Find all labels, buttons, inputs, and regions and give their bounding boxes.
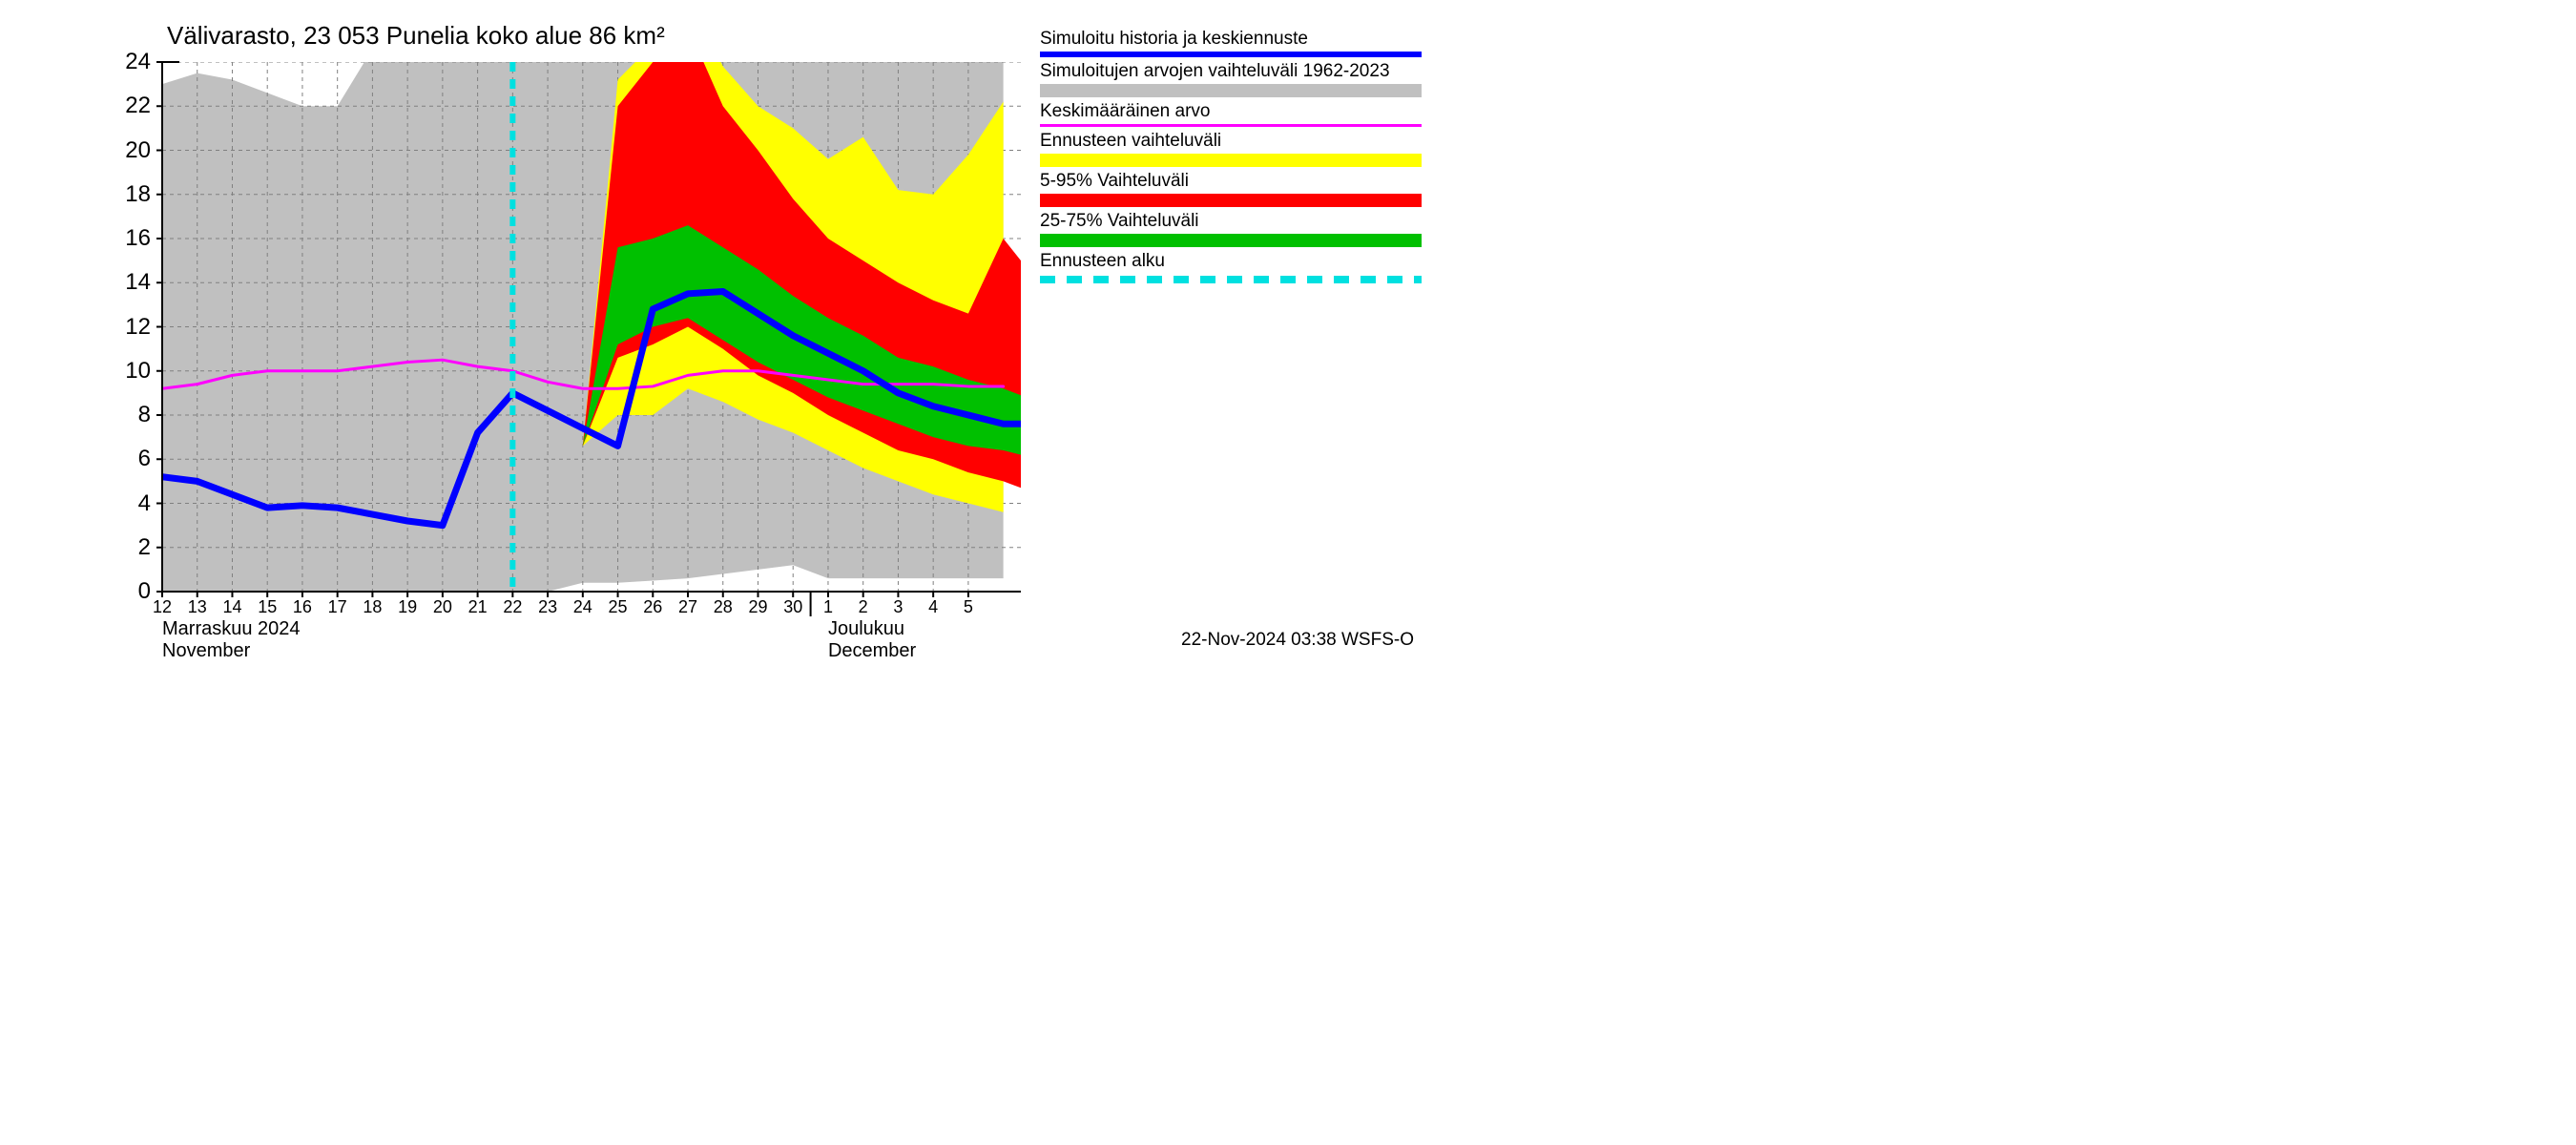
legend-fstart-label: Ennusteen alku (1040, 251, 1422, 272)
xtick: 1 (823, 597, 833, 617)
plot-svg (162, 62, 1021, 592)
xtick: 17 (328, 597, 347, 617)
ytick: 0 (138, 578, 151, 605)
legend-mid: 5-95% Vaihteluväli (1040, 171, 1422, 207)
legend-avg-swatch (1040, 124, 1422, 127)
xtick: 23 (538, 597, 557, 617)
xtick: 12 (153, 597, 172, 617)
legend-sim-swatch (1040, 52, 1422, 57)
xtick: 26 (643, 597, 662, 617)
legend-hist-swatch (1040, 84, 1422, 97)
ytick: 14 (125, 269, 151, 296)
xtick: 2 (859, 597, 868, 617)
legend-outer-label: Ennusteen vaihteluväli (1040, 131, 1422, 152)
xtick: 16 (293, 597, 312, 617)
ytick: 18 (125, 181, 151, 208)
xtick: 13 (188, 597, 207, 617)
xtick: 24 (573, 597, 592, 617)
xtick: 18 (363, 597, 382, 617)
xtick: 14 (222, 597, 241, 617)
legend-inner: 25-75% Vaihteluväli (1040, 211, 1422, 247)
xtick: 27 (678, 597, 697, 617)
xtick: 29 (748, 597, 767, 617)
ytick: 20 (125, 137, 151, 164)
x-month-label: JoulukuuDecember (828, 618, 916, 662)
ytick: 22 (125, 93, 151, 119)
legend-fstart-swatch (1040, 276, 1422, 283)
ytick: 12 (125, 314, 151, 341)
xtick: 20 (433, 597, 452, 617)
xtick: 4 (928, 597, 938, 617)
legend-outer-swatch (1040, 154, 1422, 167)
plot-area: 0246810121416182022241213141516171819202… (162, 62, 1021, 592)
xtick: 21 (468, 597, 488, 617)
legend-hist-label: Simuloitujen arvojen vaihteluväli 1962-2… (1040, 61, 1422, 82)
x-month-label: Marraskuu 2024November (162, 618, 301, 662)
xtick: 30 (783, 597, 802, 617)
legend-mid-swatch (1040, 194, 1422, 207)
ytick: 6 (138, 446, 151, 472)
legend-inner-label: 25-75% Vaihteluväli (1040, 211, 1422, 232)
legend-fstart: Ennusteen alku (1040, 251, 1422, 283)
xtick: 5 (964, 597, 973, 617)
legend: Simuloitu historia ja keskiennuste Simul… (1040, 29, 1422, 287)
forecast-chart: Välivarasto, 23 053 Punelia koko alue 86… (0, 0, 1431, 668)
legend-avg: Keskimääräinen arvo (1040, 101, 1422, 127)
xtick: 22 (503, 597, 522, 617)
legend-inner-swatch (1040, 234, 1422, 247)
xtick: 25 (609, 597, 628, 617)
xtick: 28 (714, 597, 733, 617)
ytick: 8 (138, 402, 151, 428)
legend-sim: Simuloitu historia ja keskiennuste (1040, 29, 1422, 57)
xtick: 19 (398, 597, 417, 617)
ytick: 24 (125, 49, 151, 75)
legend-outer: Ennusteen vaihteluväli (1040, 131, 1422, 167)
chart-title: Välivarasto, 23 053 Punelia koko alue 86… (167, 21, 665, 51)
ytick: 16 (125, 225, 151, 252)
xtick: 15 (258, 597, 277, 617)
legend-hist: Simuloitujen arvojen vaihteluväli 1962-2… (1040, 61, 1422, 97)
ytick: 4 (138, 490, 151, 517)
footer-timestamp: 22-Nov-2024 03:38 WSFS-O (1181, 630, 1414, 651)
legend-mid-label: 5-95% Vaihteluväli (1040, 171, 1422, 192)
xtick: 3 (893, 597, 903, 617)
ytick: 10 (125, 358, 151, 385)
legend-avg-label: Keskimääräinen arvo (1040, 101, 1422, 122)
legend-sim-label: Simuloitu historia ja keskiennuste (1040, 29, 1422, 50)
ytick: 2 (138, 534, 151, 561)
